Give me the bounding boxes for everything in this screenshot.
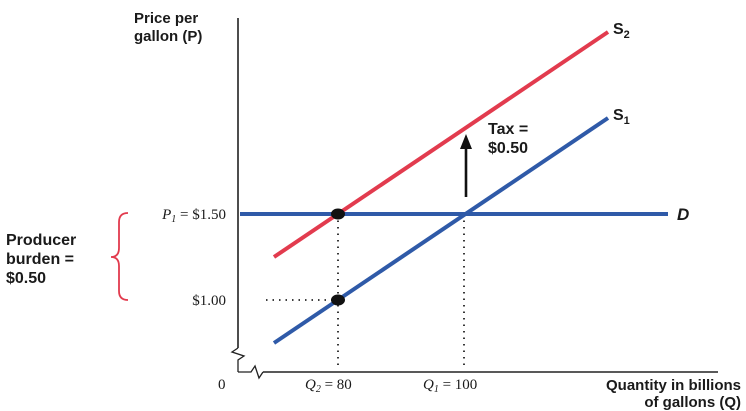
equilibrium-point-p-low <box>331 294 345 306</box>
tax-label-line1: Tax = <box>488 121 528 138</box>
demand-label: D <box>677 205 689 224</box>
supply-curve-s1 <box>272 116 610 345</box>
y-axis-break-mark <box>230 347 246 372</box>
q1-label: Q1 = 100 <box>423 377 477 395</box>
guide-lines <box>266 214 465 370</box>
s2-label: S2 <box>613 21 630 41</box>
p1-label: P1 = $1.50 <box>161 207 226 225</box>
y-axis-label-line1: Price per <box>134 10 198 27</box>
burden-label-line3: $0.50 <box>6 270 46 287</box>
x-axis-label-line2: of gallons (Q) <box>644 394 741 411</box>
supply-curve-s2 <box>272 30 610 259</box>
axes <box>230 18 718 380</box>
origin-label: 0 <box>218 377 226 393</box>
x-axis-label-line1: Quantity in billions <box>606 377 741 394</box>
tax-arrow <box>460 134 472 197</box>
burden-label-line2: burden = <box>6 251 74 268</box>
p-low-label: $1.00 <box>192 293 226 309</box>
q2-label: Q2 = 80 <box>305 377 352 395</box>
tax-label-line2: $0.50 <box>488 140 528 157</box>
equilibrium-point-p1 <box>331 208 345 220</box>
burden-label-line1: Producer <box>6 232 76 249</box>
s1-label: S1 <box>613 107 630 127</box>
producer-burden-brace <box>110 212 129 301</box>
x-axis-break-mark <box>238 364 264 380</box>
y-axis-label-line2: gallon (P) <box>134 28 202 45</box>
